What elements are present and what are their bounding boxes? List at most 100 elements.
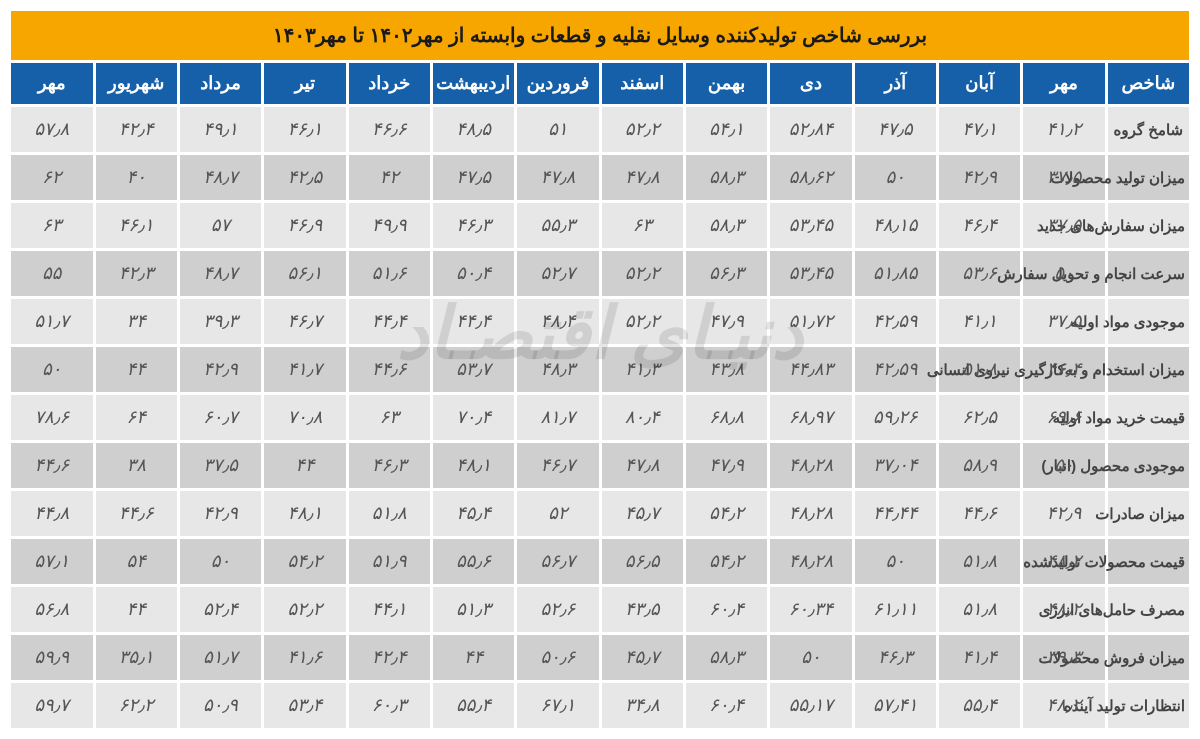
data-cell: ۴۳٫۵ [602,587,683,632]
data-cell: ۵۹٫۷ [11,683,93,728]
data-cell: ۴۷٫۸ [517,155,598,200]
data-cell: ۶۸٫۹۷ [770,395,851,440]
data-cell: ۴۸٫۱ [433,443,514,488]
data-cell: ۴۸٫۲۸ [770,443,851,488]
table-body: شامخ گروه۴۱٫۲۴۷٫۱۴۷٫۵۵۲٫۸۴۵۴٫۱۵۲٫۲۵۱۴۸٫۵… [11,107,1189,728]
data-cell: ۵۷٫۱ [11,539,93,584]
data-cell: ۵۲٫۸۴ [770,107,851,152]
data-cell: ۵۱٫۸۵ [855,251,936,296]
data-cell: ۴۴ [264,443,345,488]
col-header: آبان [939,63,1020,104]
data-cell: ۵۰ [770,635,851,680]
table-row: میزان صادرات۴۲٫۹۴۴٫۶۴۴٫۴۴۴۸٫۲۸۵۴٫۲۴۵٫۷۵۲… [11,491,1189,536]
col-header: آذر [855,63,936,104]
data-cell: ۴۸٫۷ [180,251,261,296]
table-row: میزان استخدام و به‌کارگیری نیروی انسانی۴… [11,347,1189,392]
row-label: میزان تولید محصولات [1108,155,1189,200]
data-cell: ۴۵٫۷ [602,491,683,536]
data-cell: ۴۶٫۴ [939,203,1020,248]
data-cell: ۴۴ [96,587,177,632]
data-cell: ۵۱٫۹ [349,539,430,584]
data-cell: ۳۷٫۵ [180,443,261,488]
data-cell: ۴۲٫۳ [96,251,177,296]
data-cell: ۴۴٫۶ [96,491,177,536]
data-cell: ۵۴٫۲ [264,539,345,584]
col-header: مهر [1023,63,1104,104]
data-cell: ۵۰٫۴ [433,251,514,296]
table-container: دنیـای اقتصـاد بررسی شاخص تولیدکننده وسا… [8,8,1192,731]
data-cell: ۷۰٫۴ [433,395,514,440]
data-cell: ۵۳٫۷ [433,347,514,392]
data-cell: ۵۸٫۳ [686,635,767,680]
data-cell: ۶۰٫۴ [686,587,767,632]
row-label: میزان سفارش‌های جدید [1108,203,1189,248]
data-cell: ۶۰٫۳ [349,683,430,728]
row-label: انتظارات تولید آینده [1108,683,1189,728]
data-cell: ۸۱٫۷ [517,395,598,440]
data-cell: ۵۶٫۵ [602,539,683,584]
data-cell: ۴۶٫۷ [264,299,345,344]
data-cell: ۵۵ [11,251,93,296]
data-cell: ۵۸٫۹ [939,443,1020,488]
data-cell: ۵۲٫۴ [180,587,261,632]
data-cell: ۳۴ [96,299,177,344]
data-cell: ۶۲ [11,155,93,200]
col-header: فروردین [517,63,598,104]
data-cell: ۴۲٫۵۹ [855,299,936,344]
data-cell: ۴۸٫۲۸ [770,491,851,536]
data-cell: ۴۹٫۱ [180,107,261,152]
col-header: مرداد [180,63,261,104]
data-cell: ۵۳٫۴۵ [770,203,851,248]
table-row: انتظارات تولید آینده۴۸٫۲۵۵٫۴۵۷٫۴۱۵۵٫۱۷۶۰… [11,683,1189,728]
data-cell: ۵۹٫۹ [11,635,93,680]
data-cell: ۴۱٫۶ [264,635,345,680]
data-cell: ۵۱٫۷ [11,299,93,344]
table-row: سرعت انجام و تحویل سفارش۵۰۵۳٫۶۵۱٫۸۵۵۳٫۴۵… [11,251,1189,296]
data-cell: ۴۲ [349,155,430,200]
data-cell: ۵۷ [180,203,261,248]
data-cell: ۵۹٫۲۶ [855,395,936,440]
data-cell: ۴۶٫۷ [517,443,598,488]
data-table: بررسی شاخص تولیدکننده وسایل نقلیه و قطعا… [8,8,1192,731]
data-cell: ۴۶٫۳ [855,635,936,680]
data-cell: ۵۱٫۳ [433,587,514,632]
data-cell: ۶۴ [96,395,177,440]
row-label: قیمت محصولات تولیدشده [1108,539,1189,584]
data-cell: ۵۰ [855,539,936,584]
data-cell: ۵۴٫۱ [686,107,767,152]
data-cell: ۴۴٫۸ [11,491,93,536]
data-cell: ۴۲٫۹ [180,347,261,392]
data-cell: ۵۴٫۲ [686,491,767,536]
data-cell: ۵۰ [855,155,936,200]
table-wrap: بررسی شاخص تولیدکننده وسایل نقلیه و قطعا… [8,8,1192,731]
data-cell: ۵۵٫۶ [433,539,514,584]
data-cell: ۷۰٫۸ [264,395,345,440]
data-cell: ۴۶٫۶ [349,107,430,152]
data-cell: ۶۳ [11,203,93,248]
data-cell: ۵۶٫۳ [686,251,767,296]
data-cell: ۶۲٫۵ [939,395,1020,440]
data-cell: ۵۲٫۲ [264,587,345,632]
data-cell: ۳۴٫۸ [602,683,683,728]
data-cell: ۴۲٫۹ [180,491,261,536]
data-cell: ۵۱٫۸ [349,491,430,536]
data-cell: ۵۱٫۶ [349,251,430,296]
data-cell: ۴۴٫۶ [11,443,93,488]
data-cell: ۵۸٫۳ [686,155,767,200]
data-cell: ۵۱٫۷ [180,635,261,680]
row-label: موجودی محصول (انبار) [1108,443,1189,488]
data-cell: ۴۷٫۹ [686,443,767,488]
data-cell: ۴۵٫۷ [602,635,683,680]
table-row: شامخ گروه۴۱٫۲۴۷٫۱۴۷٫۵۵۲٫۸۴۵۴٫۱۵۲٫۲۵۱۴۸٫۵… [11,107,1189,152]
data-cell: ۴۸٫۱ [264,491,345,536]
data-cell: ۴۷٫۸ [602,443,683,488]
data-cell: ۵۲٫۷ [517,251,598,296]
row-label: شامخ گروه [1108,107,1189,152]
data-cell: ۴۷٫۹ [686,299,767,344]
data-cell: ۵۴ [96,539,177,584]
data-cell: ۵۰ [180,539,261,584]
data-cell: ۴۱٫۲ [1023,107,1104,152]
table-row: موجودی محصول (انبار)۵۰۵۸٫۹۳۷٫۰۴۴۸٫۲۸۴۷٫۹… [11,443,1189,488]
data-cell: ۵۲٫۲ [602,299,683,344]
table-title: بررسی شاخص تولیدکننده وسایل نقلیه و قطعا… [11,11,1189,60]
